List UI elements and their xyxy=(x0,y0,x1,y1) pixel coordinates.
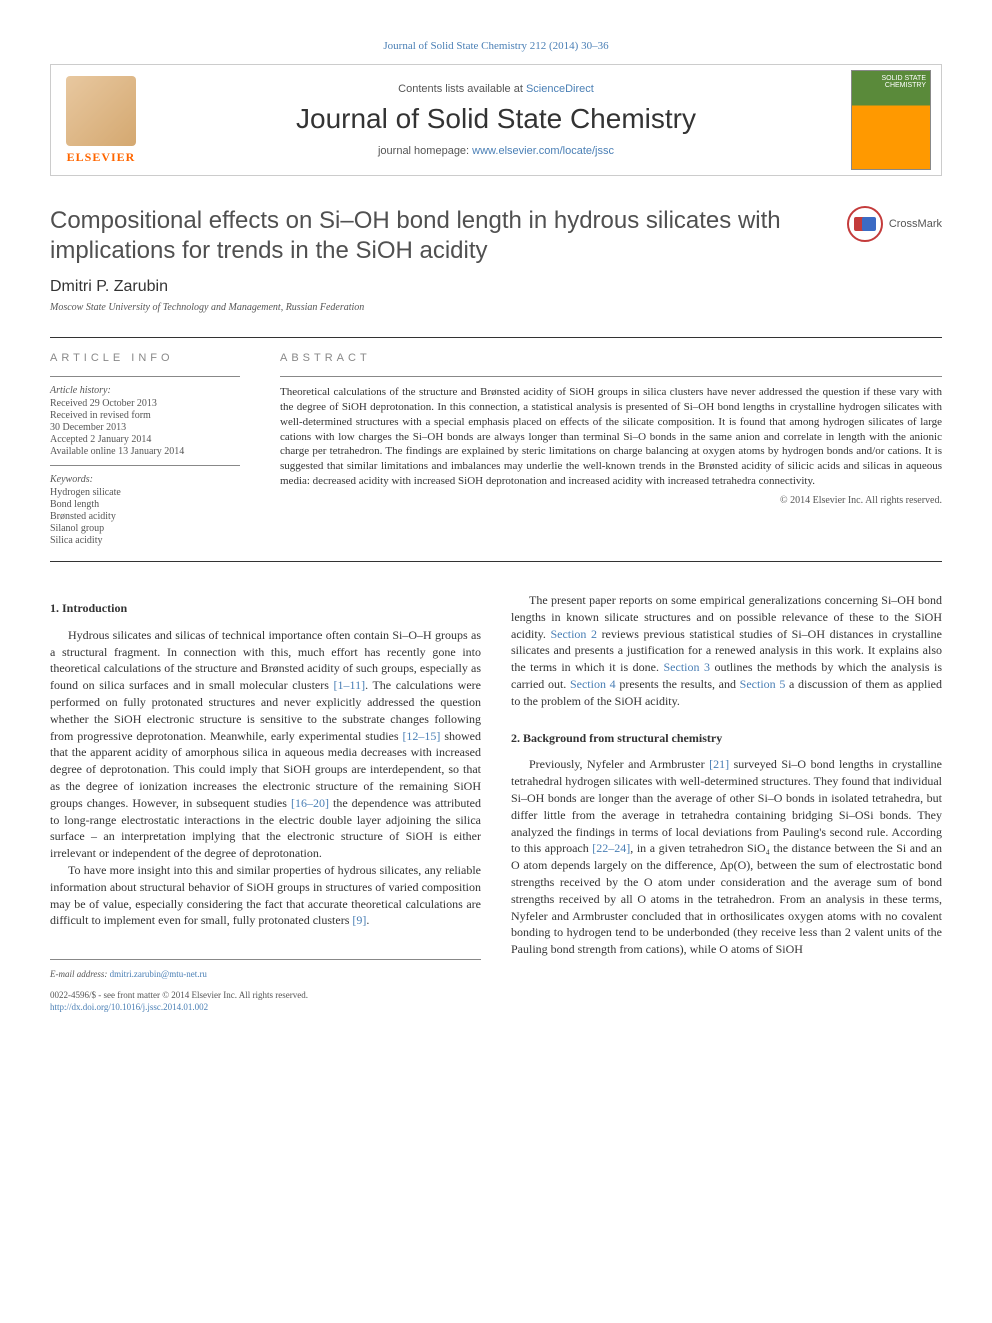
affiliation: Moscow State University of Technology an… xyxy=(50,302,942,313)
paragraph: The present paper reports on some empiri… xyxy=(511,592,942,710)
paragraph: Previously, Nyfeler and Armbruster [21] … xyxy=(511,756,942,958)
sciencedirect-link[interactable]: ScienceDirect xyxy=(526,83,594,95)
ref-link[interactable]: [12–15] xyxy=(402,729,440,743)
keyword: Hydrogen silicate xyxy=(50,487,240,498)
info-divider-1 xyxy=(50,376,240,377)
section-2-heading: 2. Background from structural chemistry xyxy=(511,730,942,747)
text-span: To have more insight into this and simil… xyxy=(50,863,481,927)
abstract-divider xyxy=(280,376,942,377)
copyright-line: © 2014 Elsevier Inc. All rights reserved… xyxy=(280,495,942,506)
info-abstract-block: ARTICLE INFO Article history: Received 2… xyxy=(50,337,942,562)
cover-box-icon: SOLID STATE CHEMISTRY xyxy=(851,70,931,170)
doi-link[interactable]: http://dx.doi.org/10.1016/j.jssc.2014.01… xyxy=(50,1002,208,1012)
section-link[interactable]: Section 5 xyxy=(740,677,786,691)
author-name: Dmitri P. Zarubin xyxy=(50,278,942,296)
keyword: Silica acidity xyxy=(50,535,240,546)
text-span: Previously, Nyfeler and Armbruster xyxy=(529,757,709,771)
keywords-label: Keywords: xyxy=(50,474,240,485)
journal-cover: SOLID STATE CHEMISTRY xyxy=(841,65,941,175)
abstract-column: ABSTRACT Theoretical calculations of the… xyxy=(260,352,942,547)
section-1-heading: 1. Introduction xyxy=(50,600,481,617)
elsevier-tree-icon xyxy=(66,76,136,146)
ref-link[interactable]: [21] xyxy=(709,757,729,771)
journal-name: Journal of Solid State Chemistry xyxy=(161,103,831,135)
history-label: Article history: xyxy=(50,385,240,396)
page-container: Journal of Solid State Chemistry 212 (20… xyxy=(0,0,992,1054)
ref-link[interactable]: [9] xyxy=(352,913,366,927)
keyword: Brønsted acidity xyxy=(50,511,240,522)
doi-line: http://dx.doi.org/10.1016/j.jssc.2014.01… xyxy=(50,1001,481,1014)
email-line: E-mail address: dmitri.zarubin@mtu-net.r… xyxy=(50,968,481,981)
homepage-prefix: journal homepage: xyxy=(378,145,472,157)
section-link[interactable]: Section 4 xyxy=(570,677,616,691)
ref-link[interactable]: [1–11] xyxy=(334,678,366,692)
history-line: Available online 13 January 2014 xyxy=(50,446,240,457)
keyword: Silanol group xyxy=(50,523,240,534)
abstract-heading: ABSTRACT xyxy=(280,352,942,364)
paragraph: Hydrous silicates and silicas of technic… xyxy=(50,627,481,862)
article-info-column: ARTICLE INFO Article history: Received 2… xyxy=(50,352,260,547)
text-span: , in a given tetrahedron SiO₄ the distan… xyxy=(511,841,942,956)
header-reference: Journal of Solid State Chemistry 212 (20… xyxy=(50,40,942,52)
article-info-heading: ARTICLE INFO xyxy=(50,352,240,364)
section-link[interactable]: Section 3 xyxy=(664,660,711,674)
cover-title: SOLID STATE CHEMISTRY xyxy=(852,75,926,89)
history-line: Received 29 October 2013 xyxy=(50,398,240,409)
crossmark-badge[interactable]: CrossMark xyxy=(847,206,942,242)
header-center: Contents lists available at ScienceDirec… xyxy=(151,73,841,167)
paragraph: To have more insight into this and simil… xyxy=(50,862,481,929)
email-label: E-mail address: xyxy=(50,969,110,979)
text-span: presents the results, and xyxy=(616,677,740,691)
ref-link[interactable]: [16–20] xyxy=(291,796,329,810)
homepage-link[interactable]: www.elsevier.com/locate/jssc xyxy=(472,145,614,157)
journal-header-box: ELSEVIER Contents lists available at Sci… xyxy=(50,64,942,176)
right-column: The present paper reports on some empiri… xyxy=(511,592,942,1014)
crossmark-label: CrossMark xyxy=(889,218,942,230)
text-span: . xyxy=(366,913,369,927)
issn-line: 0022-4596/$ - see front matter © 2014 El… xyxy=(50,989,481,1002)
title-row: Compositional effects on Si–OH bond leng… xyxy=(50,206,942,266)
history-line: 30 December 2013 xyxy=(50,422,240,433)
journal-homepage: journal homepage: www.elsevier.com/locat… xyxy=(161,145,831,157)
email-link[interactable]: dmitri.zarubin@mtu-net.ru xyxy=(110,969,207,979)
history-line: Accepted 2 January 2014 xyxy=(50,434,240,445)
left-column: 1. Introduction Hydrous silicates and si… xyxy=(50,592,481,1014)
footer-block: E-mail address: dmitri.zarubin@mtu-net.r… xyxy=(50,959,481,1014)
ref-link[interactable]: [22–24] xyxy=(592,841,630,855)
article-title: Compositional effects on Si–OH bond leng… xyxy=(50,206,827,266)
crossmark-icon xyxy=(847,206,883,242)
contents-prefix: Contents lists available at xyxy=(398,83,526,95)
section-link[interactable]: Section 2 xyxy=(550,627,597,641)
contents-line: Contents lists available at ScienceDirec… xyxy=(161,83,831,95)
body-columns: 1. Introduction Hydrous silicates and si… xyxy=(50,592,942,1014)
info-divider-2 xyxy=(50,465,240,466)
abstract-text: Theoretical calculations of the structur… xyxy=(280,385,942,489)
elsevier-logo: ELSEVIER xyxy=(51,65,151,175)
elsevier-label: ELSEVIER xyxy=(67,150,136,165)
keyword: Bond length xyxy=(50,499,240,510)
history-line: Received in revised form xyxy=(50,410,240,421)
